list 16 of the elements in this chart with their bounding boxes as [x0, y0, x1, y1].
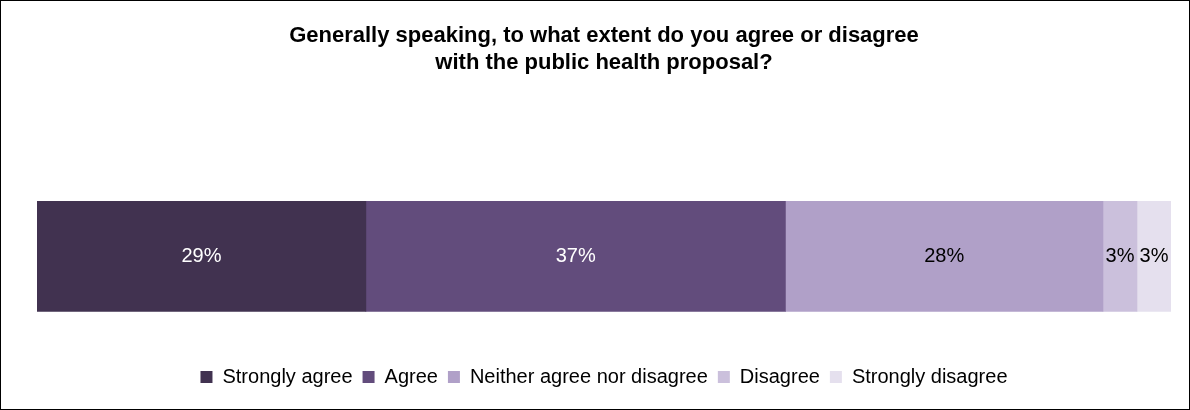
legend-label: Disagree — [739, 364, 820, 387]
data-label: 37% — [555, 243, 596, 266]
legend-label: Strongly disagree — [851, 364, 1008, 387]
bar — [1102, 201, 1138, 312]
chart-title: Generally speaking, to what extent do you agree or disagree with the public health proposal? — [289, 22, 919, 74]
legend-label: Agree — [384, 364, 438, 387]
data-label: 3% — [1139, 243, 1169, 266]
data-label: 28% — [924, 243, 965, 266]
legend-label: Strongly agree — [222, 364, 353, 387]
data-label: 29% — [181, 243, 222, 266]
bar — [37, 201, 367, 312]
bar — [1136, 201, 1171, 312]
legend-label: Neither agree nor disagree — [469, 364, 708, 387]
bar — [785, 201, 1104, 312]
bar — [365, 201, 786, 312]
data-label: 3% — [1105, 243, 1135, 266]
